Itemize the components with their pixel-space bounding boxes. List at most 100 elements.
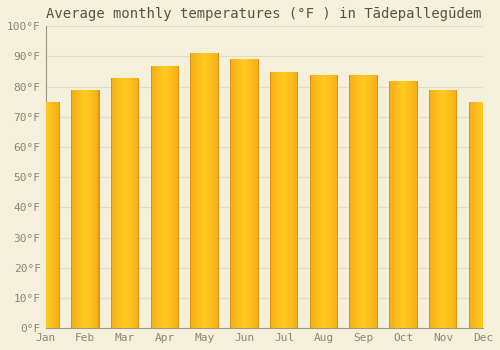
Bar <box>377 75 378 328</box>
Bar <box>176 65 177 328</box>
Bar <box>355 75 356 328</box>
Bar <box>271 71 272 328</box>
Bar <box>436 90 438 328</box>
Bar <box>253 60 254 328</box>
Bar <box>245 60 246 328</box>
Bar <box>214 54 216 328</box>
Bar <box>292 71 294 328</box>
Bar <box>487 102 488 328</box>
Bar <box>376 75 377 328</box>
Bar <box>473 102 474 328</box>
Bar <box>492 102 493 328</box>
Bar <box>257 60 258 328</box>
Bar <box>246 60 247 328</box>
Bar <box>452 90 453 328</box>
Bar <box>36 102 37 328</box>
Bar <box>321 75 322 328</box>
Bar <box>475 102 476 328</box>
Bar <box>255 60 256 328</box>
Bar <box>76 90 78 328</box>
Bar <box>320 75 321 328</box>
Bar <box>137 78 138 328</box>
Bar <box>256 60 257 328</box>
Bar <box>235 60 236 328</box>
Bar <box>370 75 371 328</box>
Bar <box>58 102 60 328</box>
Bar <box>167 65 168 328</box>
Bar <box>482 102 483 328</box>
Bar <box>52 102 54 328</box>
Bar <box>429 90 430 328</box>
Bar <box>247 60 248 328</box>
Bar <box>83 90 84 328</box>
Bar <box>331 75 332 328</box>
Bar <box>196 54 198 328</box>
Bar <box>377 75 378 328</box>
Bar <box>352 75 353 328</box>
Bar <box>400 80 402 328</box>
Bar <box>363 75 364 328</box>
Bar <box>50 102 51 328</box>
Bar <box>375 75 376 328</box>
Bar <box>230 60 231 328</box>
Bar <box>332 75 333 328</box>
Bar <box>168 65 169 328</box>
Bar <box>116 78 117 328</box>
Bar <box>203 54 204 328</box>
Bar <box>402 80 404 328</box>
Bar <box>494 102 495 328</box>
Bar <box>74 90 76 328</box>
Bar <box>476 102 477 328</box>
Bar <box>270 71 271 328</box>
Bar <box>444 90 446 328</box>
Bar <box>368 75 370 328</box>
Bar <box>178 65 179 328</box>
Bar <box>442 90 443 328</box>
Bar <box>122 78 123 328</box>
Bar <box>151 65 152 328</box>
Bar <box>395 80 396 328</box>
Bar <box>430 90 431 328</box>
Bar <box>54 102 55 328</box>
Bar <box>240 60 241 328</box>
Bar <box>296 71 297 328</box>
Bar <box>44 102 45 328</box>
Bar <box>278 71 279 328</box>
Bar <box>208 54 209 328</box>
Bar <box>275 71 276 328</box>
Bar <box>241 60 242 328</box>
Bar <box>71 90 72 328</box>
Bar <box>217 54 218 328</box>
Bar <box>199 54 200 328</box>
Bar <box>178 65 179 328</box>
Bar <box>86 90 88 328</box>
Bar <box>210 54 211 328</box>
Bar <box>417 80 418 328</box>
Bar <box>238 60 240 328</box>
Bar <box>294 71 295 328</box>
Bar <box>58 102 59 328</box>
Bar <box>429 90 430 328</box>
Bar <box>218 54 219 328</box>
Bar <box>152 65 154 328</box>
Bar <box>324 75 326 328</box>
Bar <box>358 75 360 328</box>
Bar <box>242 60 243 328</box>
Bar <box>351 75 352 328</box>
Bar <box>431 90 432 328</box>
Bar <box>389 80 390 328</box>
Bar <box>483 102 484 328</box>
Bar <box>46 102 47 328</box>
Bar <box>202 54 203 328</box>
Bar <box>136 78 137 328</box>
Bar <box>55 102 56 328</box>
Bar <box>128 78 130 328</box>
Bar <box>399 80 400 328</box>
Bar <box>154 65 155 328</box>
Bar <box>162 65 164 328</box>
Bar <box>374 75 375 328</box>
Bar <box>191 54 192 328</box>
Bar <box>57 102 58 328</box>
Bar <box>470 102 471 328</box>
Bar <box>330 75 331 328</box>
